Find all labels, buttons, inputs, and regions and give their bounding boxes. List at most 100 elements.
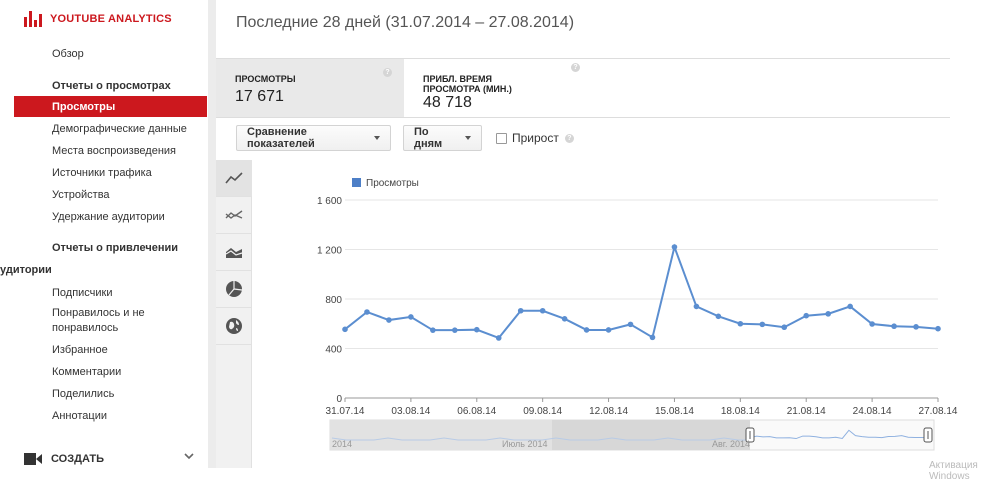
data-point[interactable] (935, 325, 941, 332)
x-tick-label: 27.08.14 (919, 406, 958, 417)
metric-views-value: 17 671 (235, 88, 284, 105)
legend-swatch (352, 178, 361, 187)
multi-line-chart-tool[interactable] (216, 197, 252, 234)
sidebar-item-favorites[interactable]: Избранное (52, 344, 108, 356)
sidebar-item-comments[interactable]: Комментарии (52, 366, 122, 378)
chevron-down-icon[interactable] (184, 452, 194, 460)
data-point[interactable] (847, 303, 853, 310)
compare-metrics-button[interactable]: Сравнение показателей (236, 125, 391, 151)
x-tick-label: 06.08.14 (457, 406, 496, 417)
data-point[interactable] (473, 326, 480, 333)
sidebar-divider (208, 0, 216, 468)
data-point[interactable] (539, 307, 546, 314)
data-point[interactable] (737, 320, 744, 327)
y-tick-label: 1 600 (317, 196, 342, 207)
sidebar-item-likes-cont[interactable]: понравилось (52, 322, 119, 334)
chart-toolbar: Сравнение показателей По дням Прирост ? (236, 125, 574, 151)
y-tick-label: 1 200 (317, 246, 342, 257)
data-point[interactable] (408, 314, 414, 320)
data-point[interactable] (342, 326, 348, 333)
navigator-range-mid (552, 420, 750, 450)
globe-icon (226, 318, 242, 334)
data-point[interactable] (803, 312, 810, 319)
sidebar-item-devices[interactable]: Устройства (52, 189, 110, 201)
data-point[interactable] (781, 324, 788, 331)
by-day-label: По дням (414, 126, 443, 150)
pie-chart-tool[interactable] (216, 271, 252, 308)
data-point[interactable] (913, 324, 919, 330)
series-line-views (344, 243, 939, 340)
navigator-label: 2014 (332, 439, 352, 449)
sidebar-item-views[interactable]: Просмотры (52, 101, 116, 113)
sidebar-item-overview[interactable]: Обзор (52, 48, 84, 60)
y-tick-label: 800 (325, 295, 342, 306)
x-tick-label: 12.08.14 (589, 406, 628, 417)
metric-watch-time-tab[interactable]: ПРИБЛ. ВРЕМЯ ПРОСМОТРА (МИН.) 48 718 ? (404, 59, 604, 117)
create-label: СОЗДАТЬ (51, 453, 104, 465)
data-point[interactable] (891, 323, 897, 330)
metrics-bar: ПРОСМОТРЫ 17 671 ? ПРИБЛ. ВРЕМЯ ПРОСМОТР… (216, 58, 950, 118)
x-tick-label: 24.08.14 (853, 406, 892, 417)
map-chart-tool[interactable] (216, 308, 252, 345)
data-point[interactable] (517, 307, 524, 314)
metric-watch-time-value: 48 718 (423, 94, 472, 111)
metric-watch-time-label-line2: ПРОСМОТРА (МИН.) (423, 84, 512, 94)
metric-watch-time-label: ПРИБЛ. ВРЕМЯ ПРОСМОТРА (МИН.) (423, 74, 553, 94)
x-tick-label: 31.07.14 (326, 406, 365, 417)
area-chart-tool[interactable] (216, 234, 252, 271)
data-point[interactable] (430, 327, 436, 333)
sidebar-section-views[interactable]: Отчеты о просмотрах (52, 80, 171, 92)
sidebar-item-playback-locations[interactable]: Места воспроизведения (52, 145, 177, 157)
sidebar-section-engagement[interactable]: Отчеты о привлечении (52, 242, 179, 254)
metric-watch-time-label-line1: ПРИБЛ. ВРЕМЯ (423, 74, 492, 84)
page-title: Последние 28 дней (31.07.2014 – 27.08.20… (236, 14, 575, 31)
data-point[interactable] (649, 334, 656, 341)
legend-label[interactable]: Просмотры (366, 178, 419, 189)
sidebar-item-subscribers[interactable]: Подписчики (52, 287, 113, 299)
create-menu[interactable]: СОЗДАТЬ (24, 450, 194, 468)
data-point[interactable] (869, 321, 875, 327)
sidebar-item-demographics[interactable]: Демографические данные (52, 123, 187, 135)
data-point[interactable] (364, 309, 370, 315)
sidebar: YOUTUBE ANALYTICS Обзор Отчеты о просмот… (0, 0, 208, 484)
data-point[interactable] (452, 327, 458, 333)
multi-line-chart-icon (225, 210, 243, 219)
sidebar-item-sharing[interactable]: Поделились (52, 388, 115, 400)
navigator-sparkline (749, 429, 929, 440)
sidebar-item-annotations[interactable]: Аннотации (52, 410, 107, 422)
navigator-label: Авг. 2014 (712, 439, 750, 449)
data-point[interactable] (605, 327, 612, 333)
data-point[interactable] (495, 335, 502, 341)
metric-views-tab[interactable]: ПРОСМОТРЫ 17 671 ? (216, 59, 404, 117)
help-icon[interactable]: ? (571, 63, 580, 72)
analytics-bars-icon (24, 11, 42, 27)
main-content: Последние 28 дней (31.07.2014 – 27.08.20… (216, 0, 1006, 484)
growth-toggle[interactable]: Прирост ? (496, 131, 574, 145)
sidebar-item-likes[interactable]: Понравилось и не (52, 307, 145, 319)
views-line-chart: 0 400 800 1 200 1 600 Просмотры 31.07.14 03.08.… (252, 160, 972, 470)
chart-type-toolbar (216, 160, 252, 468)
data-point[interactable] (561, 316, 568, 322)
help-icon[interactable]: ? (383, 68, 392, 77)
help-icon[interactable]: ? (564, 133, 574, 143)
line-chart-tool[interactable] (216, 160, 252, 197)
data-point[interactable] (693, 303, 700, 310)
data-point[interactable] (715, 313, 722, 320)
sidebar-item-active-bg (14, 96, 207, 117)
data-point[interactable] (627, 321, 634, 328)
watermark: Активация Windows (929, 460, 978, 482)
data-point[interactable] (583, 327, 590, 333)
data-point[interactable] (759, 321, 766, 328)
data-point[interactable] (671, 244, 678, 250)
brand[interactable]: YOUTUBE ANALYTICS (24, 11, 172, 27)
growth-checkbox[interactable] (496, 132, 507, 144)
data-point[interactable] (386, 317, 392, 323)
pie-chart-icon (226, 281, 243, 297)
sidebar-item-traffic-sources[interactable]: Источники трафика (52, 167, 152, 179)
y-tick-label: 0 (336, 394, 342, 405)
growth-label: Прирост (512, 131, 559, 145)
by-day-button[interactable]: По дням (403, 125, 482, 151)
sidebar-item-audience-retention[interactable]: Удержание аудитории (52, 211, 165, 223)
x-tick-label: 03.08.14 (391, 406, 430, 417)
data-point[interactable] (825, 311, 831, 317)
